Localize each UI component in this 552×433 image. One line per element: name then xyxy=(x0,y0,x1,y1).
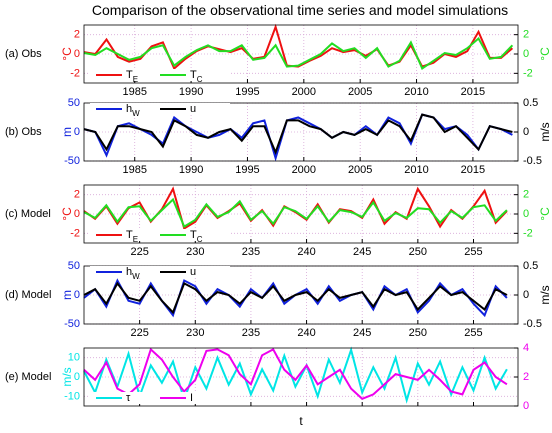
y2-tick-label: 2 xyxy=(523,371,529,383)
x-tick-label: 235 xyxy=(242,327,260,339)
series-line xyxy=(83,278,508,318)
y2-label: °C xyxy=(538,47,552,61)
x-tick-label: 235 xyxy=(242,246,260,258)
series-line xyxy=(83,347,508,400)
y2-tick-label: 0.5 xyxy=(523,260,538,272)
series-line xyxy=(83,346,508,404)
x-tick-label: 2010 xyxy=(404,86,428,98)
y-tick-label: -2 xyxy=(70,67,80,79)
plot-frame xyxy=(83,265,519,325)
x-tick-label: 1990 xyxy=(179,86,203,98)
x-tick-label: 1995 xyxy=(235,164,259,176)
y-tick-label: -50 xyxy=(64,318,80,330)
x-tick-label: 255 xyxy=(464,246,482,258)
y2-tick-label: 0.5 xyxy=(523,97,538,109)
series-line xyxy=(83,113,513,156)
panel-label: (a) Obs xyxy=(5,48,42,60)
x-tick-label: 230 xyxy=(186,246,204,258)
y2-label: m/s xyxy=(538,122,552,141)
y-tick-label: 0 xyxy=(74,289,80,301)
panel-label: (e) Model xyxy=(5,371,51,383)
y-label: °C xyxy=(60,47,74,61)
x-tick-label: 1985 xyxy=(122,86,146,98)
panel-label: (d) Model xyxy=(5,289,51,301)
series-line xyxy=(83,36,514,71)
legend-label: hW xyxy=(126,266,140,281)
y-tick-label: 0 xyxy=(74,208,80,220)
x-tick-label: 1990 xyxy=(179,164,203,176)
y2-label: °C xyxy=(538,207,552,221)
x-tick-label: 245 xyxy=(353,327,371,339)
x-tick-label: 245 xyxy=(353,246,371,258)
x-tick-label: 240 xyxy=(297,246,315,258)
legend-label: u xyxy=(190,266,196,278)
x-tick-label: 2000 xyxy=(292,86,316,98)
y2-tick-label: 0 xyxy=(523,48,529,60)
plot-frame xyxy=(83,347,519,407)
y2-tick-label: 4 xyxy=(523,342,529,354)
y-tick-label: 50 xyxy=(68,97,80,109)
plot-frame xyxy=(83,184,519,244)
y2-tick-label: -0.5 xyxy=(523,318,542,330)
x-label: t xyxy=(299,414,303,428)
legend-label: TE xyxy=(126,69,138,84)
y-tick-label: -2 xyxy=(70,227,80,239)
y-tick-label: 2 xyxy=(74,189,80,201)
legend-label: TE xyxy=(126,229,138,244)
y-tick-label: 0 xyxy=(74,126,80,138)
legend-label: TC xyxy=(190,69,203,84)
x-tick-label: 250 xyxy=(409,246,427,258)
legend-label: u xyxy=(190,103,196,115)
y2-tick-label: 0 xyxy=(523,400,529,412)
x-tick-label: 250 xyxy=(409,327,427,339)
y-tick-label: 0 xyxy=(74,371,80,383)
y-tick-label: 10 xyxy=(68,352,80,364)
plot-frame xyxy=(83,24,519,84)
x-tick-label: 2000 xyxy=(292,164,316,176)
y2-label: m/s xyxy=(538,285,552,304)
x-tick-label: 255 xyxy=(464,327,482,339)
x-tick-label: 2015 xyxy=(461,164,485,176)
y2-tick-label: -2 xyxy=(523,67,533,79)
y-label: °C xyxy=(60,207,74,221)
y2-tick-label: 2 xyxy=(523,29,529,41)
legend-label: TC xyxy=(190,229,203,244)
x-tick-label: 2005 xyxy=(348,86,372,98)
x-tick-label: 2010 xyxy=(404,164,428,176)
x-tick-label: 2005 xyxy=(348,164,372,176)
legend-label: I xyxy=(190,392,193,404)
x-tick-label: 225 xyxy=(130,327,148,339)
series-line xyxy=(83,281,508,315)
x-tick-label: 1995 xyxy=(235,86,259,98)
y-tick-label: 0 xyxy=(74,48,80,60)
y2-tick-label: 0 xyxy=(523,289,529,301)
y2-tick-label: 0 xyxy=(523,126,529,138)
legend-label: τ xyxy=(126,392,131,404)
y2-tick-label: 0 xyxy=(523,208,529,220)
y2-tick-label: -0.5 xyxy=(523,155,542,167)
series-line xyxy=(83,197,508,229)
y2-tick-label: -2 xyxy=(523,227,533,239)
x-tick-label: 2015 xyxy=(461,86,485,98)
x-tick-label: 225 xyxy=(130,246,148,258)
x-tick-label: 1985 xyxy=(122,164,146,176)
panel-label: (c) Model xyxy=(5,208,51,220)
y-tick-label: 50 xyxy=(68,260,80,272)
plot-frame xyxy=(83,102,519,162)
y-tick-label: 2 xyxy=(74,29,80,41)
figure-title: Comparison of the observational time ser… xyxy=(92,2,508,18)
y-label: m/s xyxy=(60,367,74,386)
y-label: m xyxy=(60,127,74,137)
legend-label: hW xyxy=(126,103,140,118)
y-tick-label: -50 xyxy=(64,155,80,167)
y-label: m xyxy=(60,290,74,300)
y2-tick-label: 2 xyxy=(523,189,529,201)
panel-label: (b) Obs xyxy=(5,126,42,138)
series-line xyxy=(83,23,514,71)
x-tick-label: 230 xyxy=(186,327,204,339)
x-tick-label: 240 xyxy=(297,327,315,339)
y-tick-label: -10 xyxy=(64,390,80,402)
